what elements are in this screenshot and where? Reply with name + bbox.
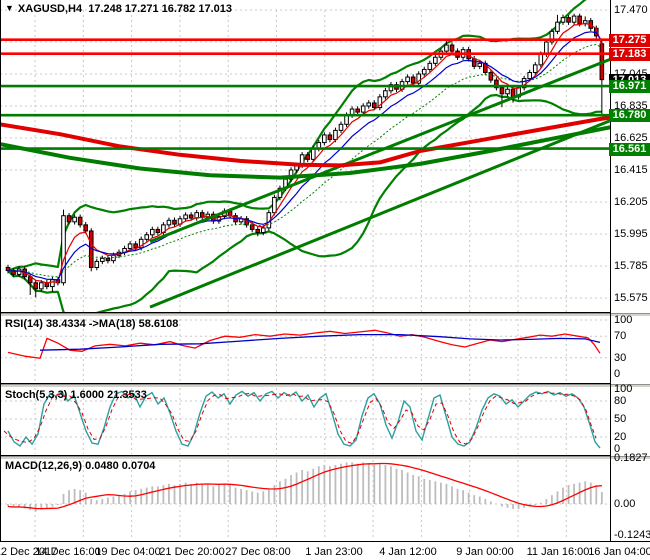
- price-axis-tick: 15.785: [614, 260, 648, 272]
- time-axis-line: [0, 541, 650, 542]
- panel-separator[interactable]: [0, 456, 650, 459]
- ohlc-values: 17.248 17.271 16.782 17.013: [88, 3, 232, 15]
- stoch-scale-label: 50: [614, 413, 627, 425]
- price-axis-tick: 17.470: [614, 4, 648, 16]
- stoch-scale-label: 0: [614, 443, 621, 455]
- rsi-scale-label: 100: [614, 314, 633, 326]
- rsi-scale-label: 70: [614, 330, 627, 342]
- price-badge-support: 16.971: [609, 80, 650, 93]
- price-axis-line: [610, 0, 611, 542]
- time-axis-label: 11 Jan 16:00: [526, 546, 590, 558]
- price-axis-tick: 16.415: [614, 164, 648, 176]
- price-axis-tick: 16.625: [614, 132, 648, 144]
- left-border: [0, 0, 1, 542]
- price-badge-resistance: 17.183: [609, 48, 650, 61]
- macd-panel-label: MACD(12,26,9) 0.0480 0.0704: [5, 460, 156, 472]
- time-axis-label: 1 Jan 23:00: [305, 546, 363, 558]
- stoch-panel-label: Stoch(5,3,3) 1.6000 21.3533: [5, 389, 147, 401]
- rsi-panel-label: RSI(14) 38.4334 ->MA(18) 58.6108: [5, 318, 179, 330]
- chart-header: ▼ XAGUSD,H4 17.248 17.271 16.782 17.013: [5, 3, 232, 15]
- symbol-dropdown-icon[interactable]: ▼: [5, 3, 14, 13]
- time-axis-label: 27 Dec 08:00: [225, 546, 291, 558]
- stoch-bottom-border: [0, 455, 610, 456]
- price-badge-support: 16.780: [609, 109, 650, 122]
- macd-scale-label: 0.1827: [614, 452, 648, 464]
- symbol-timeframe-label: XAGUSD,H4: [17, 3, 83, 15]
- rsi-bottom-border: [0, 383, 610, 384]
- stoch-scale-label: 100: [614, 383, 633, 395]
- stoch-scale-label: 20: [614, 431, 627, 443]
- time-axis-label: 9 Jan 00:00: [456, 546, 514, 558]
- main-chart-bottom-border: [0, 312, 610, 313]
- macd-scale-label: -0.1243: [614, 529, 650, 541]
- stoch-scale-label: 80: [614, 395, 627, 407]
- rsi-scale-label: 0: [614, 368, 621, 380]
- time-axis-label: 19 Dec 04:00: [95, 546, 161, 558]
- price-axis-tick: 15.995: [614, 228, 648, 240]
- price-badge-resistance: 17.275: [609, 34, 650, 47]
- rsi-scale-label: 30: [614, 352, 627, 364]
- panel-separator[interactable]: [0, 384, 650, 387]
- macd-scale-label: 0.00: [614, 498, 636, 510]
- time-axis-label: 16 Jan 04:00: [588, 546, 650, 558]
- price-badge-support: 16.561: [609, 143, 650, 156]
- price-axis-tick: 16.205: [614, 196, 648, 208]
- price-axis-tick: 15.575: [614, 292, 648, 304]
- time-axis-label: 12 Dec 2017: [0, 546, 58, 558]
- time-axis-label: 21 Dec 20:00: [159, 546, 225, 558]
- panel-separator[interactable]: [0, 313, 650, 316]
- time-axis-label: 4 Jan 12:00: [379, 546, 437, 558]
- time-axis-label: 14 Dec 16:00: [35, 546, 101, 558]
